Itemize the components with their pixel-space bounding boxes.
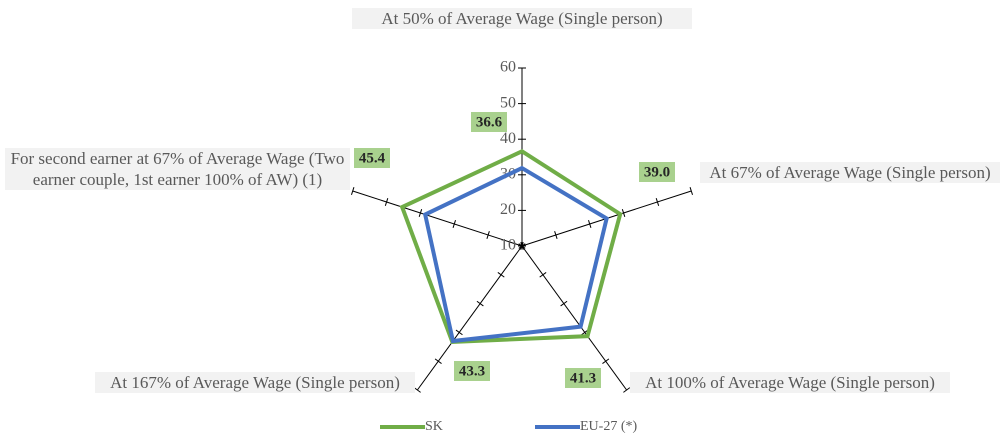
series-line (399, 149, 623, 344)
category-label: At 167% of Average Wage (Single person) (95, 372, 415, 393)
tick-mark (476, 300, 484, 307)
legend-label: SK (425, 419, 443, 434)
tick-mark (655, 198, 660, 206)
data-label: 45.4 (359, 150, 386, 166)
data-label-box (565, 368, 601, 388)
data-label-box (454, 361, 490, 381)
data-label: 39.0 (644, 164, 670, 180)
tick-mark (689, 187, 693, 195)
tick-mark (520, 242, 524, 250)
series-line (422, 165, 609, 344)
tick-mark (486, 231, 490, 239)
y-tick-label: 60 (500, 59, 516, 76)
y-tick-label: 50 (500, 94, 516, 111)
data-label: 36.6 (476, 114, 503, 130)
category-label: At 50% of Average Wage (Single person) (352, 8, 692, 29)
tick-mark (588, 220, 592, 228)
tick-mark (602, 358, 610, 364)
category-label: At 100% of Average Wage (Single person) (630, 372, 950, 393)
tick-mark (455, 329, 463, 336)
tick-mark (539, 272, 547, 278)
tick-mark (384, 198, 389, 206)
category-label: For second earner at 67% of Average Wage… (5, 148, 350, 190)
data-label-box (471, 112, 507, 132)
tick-mark (621, 209, 626, 217)
tick-mark (497, 272, 505, 278)
y-tick-label: 20 (500, 201, 516, 218)
tick-mark (560, 300, 568, 307)
tick-mark (351, 187, 355, 195)
data-label-box (354, 148, 390, 168)
tick-mark (413, 387, 421, 393)
axis-line (521, 245, 628, 391)
data-label-box (639, 162, 675, 182)
tick-mark (452, 220, 456, 228)
legend-label: EU-27 (*) (580, 419, 637, 434)
y-tick-label: 10 (500, 237, 516, 254)
category-label: At 67% of Average Wage (Single person) (700, 162, 1000, 183)
y-tick-label: 40 (500, 130, 516, 147)
tick-mark (623, 387, 631, 393)
tick-mark (434, 358, 442, 364)
tick-mark (418, 209, 423, 217)
data-label: 43.3 (459, 363, 485, 379)
tick-mark (554, 231, 558, 239)
axis-line (352, 190, 523, 247)
axis-line (416, 245, 523, 391)
data-label: 41.3 (570, 370, 596, 386)
